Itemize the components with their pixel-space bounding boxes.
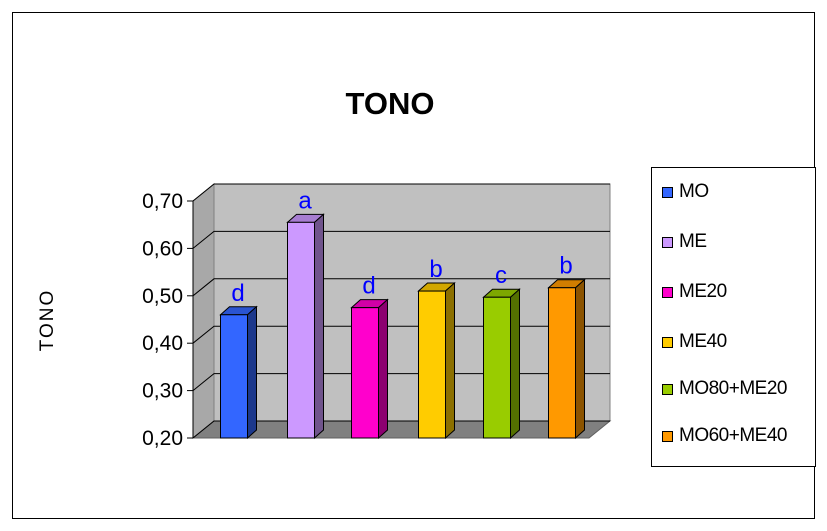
legend-swatch	[662, 236, 673, 248]
legend-swatch	[662, 286, 673, 298]
y-tick-label: 0,70	[142, 190, 183, 213]
legend-swatch	[662, 430, 673, 442]
bar-2	[287, 221, 315, 439]
y-tick-label: 0,60	[142, 237, 183, 260]
bar-data-label-6: b	[559, 253, 572, 280]
bar-3	[351, 307, 379, 439]
bar-1	[220, 314, 248, 439]
bar-side-4	[445, 281, 455, 440]
gridline	[192, 420, 610, 439]
legend-label: MO	[679, 181, 709, 202]
gridline	[192, 373, 610, 391]
bar-side-2	[314, 213, 324, 440]
legend-label: ME	[679, 231, 707, 252]
legend-swatch	[662, 383, 673, 395]
legend-item: MO	[662, 178, 709, 206]
legend-label: MO80+ME20	[679, 378, 787, 399]
gridline	[192, 325, 610, 344]
legend-swatch	[662, 186, 673, 198]
legend: MO ME ME20 ME40 MO80+ME20 MO60+ME40	[651, 167, 816, 467]
bar-side-6	[575, 278, 585, 440]
legend-item: MO60+ME40	[662, 422, 787, 450]
y-tick-label: 0,40	[142, 332, 183, 355]
gridline	[192, 230, 610, 249]
bar-data-label-3: d	[362, 273, 375, 300]
bar-6	[548, 287, 576, 439]
legend-item: ME	[662, 228, 707, 256]
bar-data-label-1: d	[231, 280, 244, 307]
plot-side-wall	[192, 182, 215, 440]
legend-item: ME40	[662, 328, 727, 356]
bar-data-label-2: a	[298, 187, 312, 214]
legend-swatch	[662, 336, 673, 348]
bar-data-label-4: b	[429, 256, 442, 283]
y-tick-label: 0,20	[142, 427, 183, 450]
bar-data-label-5: c	[495, 262, 507, 289]
bar-5	[483, 296, 511, 439]
legend-label: ME20	[679, 281, 727, 302]
bar-4	[418, 290, 446, 439]
chart-title: TONO	[345, 86, 435, 121]
bar-side-3	[378, 298, 388, 440]
bar-side-5	[510, 288, 520, 440]
legend-item: ME20	[662, 278, 727, 306]
legend-item: MO80+ME20	[662, 375, 787, 403]
legend-label: MO60+ME40	[679, 425, 787, 446]
gridline	[192, 183, 610, 202]
y-tick-label: 0,30	[142, 380, 183, 403]
y-tick-label: 0,50	[142, 285, 183, 308]
legend-label: ME40	[679, 331, 727, 352]
gridline	[192, 278, 610, 297]
bar-side-1	[247, 305, 257, 440]
